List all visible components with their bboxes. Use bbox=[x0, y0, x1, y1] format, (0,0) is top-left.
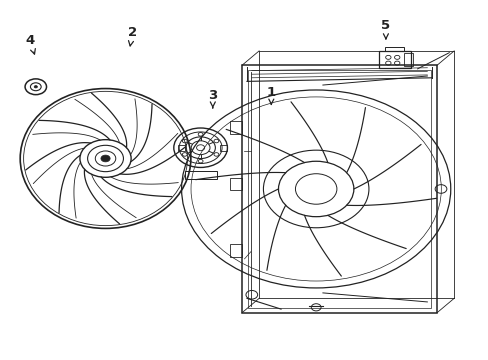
Bar bbox=[229, 177, 242, 190]
Bar bbox=[220, 145, 227, 151]
Circle shape bbox=[101, 155, 110, 162]
Text: 5: 5 bbox=[381, 19, 390, 39]
Bar bbox=[229, 121, 242, 134]
Text: 1: 1 bbox=[266, 86, 275, 104]
Bar bbox=[385, 46, 404, 50]
Bar bbox=[378, 50, 410, 68]
Circle shape bbox=[34, 86, 38, 88]
Bar bbox=[178, 145, 185, 151]
Bar bbox=[229, 244, 242, 257]
Bar bbox=[184, 171, 216, 179]
Bar bbox=[404, 53, 412, 66]
Text: 4: 4 bbox=[25, 33, 35, 54]
Text: 2: 2 bbox=[127, 27, 137, 46]
Text: 3: 3 bbox=[208, 89, 217, 108]
